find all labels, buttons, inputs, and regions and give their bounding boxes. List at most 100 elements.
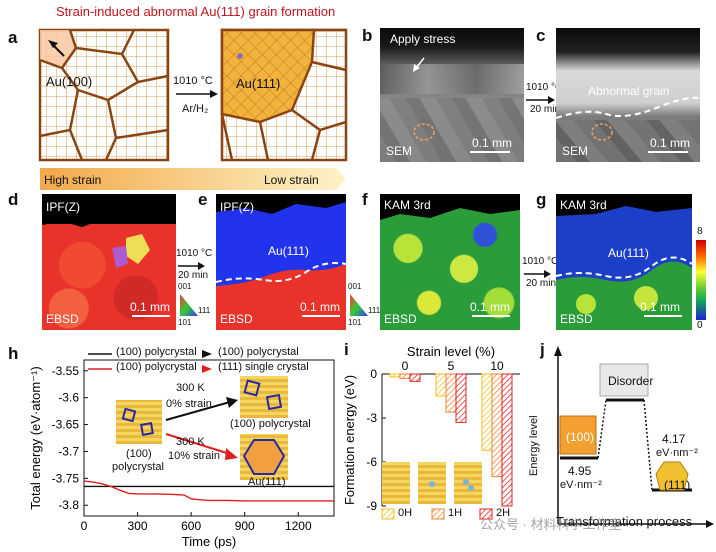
sim-result-single-crystal xyxy=(240,434,288,480)
ipf-triangle-key-f xyxy=(350,294,368,316)
au111-label-g: Au(111) xyxy=(608,246,649,260)
inset-2h xyxy=(454,462,482,504)
scale-label-d: 0.1 mm xyxy=(130,300,171,314)
j-ylabel: Energy level xyxy=(528,415,540,476)
au111-grain-e xyxy=(216,202,346,286)
inset-1h xyxy=(418,462,446,504)
sim-temp-top: 300 K xyxy=(176,382,205,394)
panel-label-e: e xyxy=(198,190,208,209)
bar-i-2H-0 xyxy=(409,373,421,382)
purple-grain-d xyxy=(112,246,128,268)
y-tick-label-h: -3.6 xyxy=(58,391,79,405)
ipf-key-001-d: 001 xyxy=(178,282,192,291)
inset-legend-2h: 2H xyxy=(496,507,511,519)
energy-111-unit: eV·nm⁻² xyxy=(656,447,698,459)
energy-111-value: 4.17 xyxy=(662,432,686,446)
panel-label-a: a xyxy=(8,28,18,47)
sim-strain-top: 0% strain xyxy=(166,398,212,410)
ebsd-image-d: IPF(Z) EBSD 0.1 mm xyxy=(42,194,176,330)
scale-label-f: 0.1 mm xyxy=(470,300,511,314)
legend-1-to: (100) polycrystal xyxy=(218,346,299,358)
bar-i-1H-5 xyxy=(445,373,457,413)
arrow-de xyxy=(178,262,205,270)
legend-2-from: (100) polycrystal xyxy=(116,361,197,373)
ipf-tag-d: IPF(Z) xyxy=(46,200,80,214)
ipf-key-111-d: 111 xyxy=(198,306,211,315)
arrow-time-bc: 20 min xyxy=(530,104,561,115)
ipf-key-001-f: 001 xyxy=(348,282,362,291)
arrow-temp-de: 1010 °C xyxy=(176,248,213,259)
legend-1-from: (100) polycrystal xyxy=(116,346,197,358)
legend-swatches xyxy=(88,350,212,373)
y-tick-label-h: -3.7 xyxy=(58,444,79,458)
arrow-time-fg: 20 min xyxy=(526,278,557,289)
j-xlabel: Transformation process xyxy=(556,514,693,529)
bar-i-2H-10 xyxy=(501,373,513,507)
marked-grain-b xyxy=(413,123,435,141)
colorbar-min: 0 xyxy=(697,320,703,331)
grain-boundary-c xyxy=(556,96,700,119)
cluster-100 xyxy=(559,415,597,455)
x-tick-label-h: 300 xyxy=(128,519,148,533)
arrow-temp-fg: 1010 °C xyxy=(522,256,559,267)
arrow-fg xyxy=(524,270,551,278)
x-axis-label-h: Time (ps) xyxy=(182,534,236,549)
kam-tag-g: KAM 3rd xyxy=(560,198,607,212)
bar-i-0H-10 xyxy=(481,373,493,451)
state-100-label: (100) xyxy=(566,430,595,444)
ebsd-tag-e: EBSD xyxy=(220,312,253,326)
arrow-bc xyxy=(526,96,555,104)
ebsd-tag-f: EBSD xyxy=(384,312,417,326)
energy-level-diagram xyxy=(554,346,714,528)
panel-label-g: g xyxy=(536,190,547,209)
energy-100-unit: eV·nm⁻² xyxy=(560,479,602,491)
sem-tag-b: SEM xyxy=(386,144,413,158)
kam-colorbar xyxy=(696,240,706,320)
low-strain-label: Low strain xyxy=(264,173,319,187)
panel-label-f: f xyxy=(362,190,368,209)
sim-left-caption-2: polycrystal xyxy=(112,461,164,473)
y-tick-label-h: -3.65 xyxy=(52,418,80,432)
inset-0h xyxy=(382,462,410,504)
sem-image-c: Abnormal grain SEM 0.1 mm xyxy=(556,28,700,162)
y-tick-label-h: -3.75 xyxy=(52,471,80,485)
anneal-gas: Ar/H₂ xyxy=(182,103,208,115)
plot-frame-h xyxy=(83,359,335,517)
ipf-key-101-d: 101 xyxy=(178,318,192,327)
ebsd-image-e: IPF(Z) Au(111) EBSD 0.1 mm xyxy=(216,194,346,330)
legend-2-to: (111) single crystal xyxy=(218,361,309,373)
x-tick-label-h: 600 xyxy=(181,519,201,533)
arrow-time-de: 20 min xyxy=(178,270,209,281)
grain-schematic-left xyxy=(38,28,170,162)
bar-i-0H-5 xyxy=(435,373,447,397)
au111-label-e: Au(111) xyxy=(268,244,309,258)
y-tick-label-i: -3 xyxy=(366,411,377,425)
y-tick-label-i: -6 xyxy=(366,455,377,469)
y-tick-label-i: 0 xyxy=(370,367,377,381)
y-tick-label-h: -3.8 xyxy=(58,498,79,512)
ipf-key-111-f: 111 xyxy=(368,306,381,315)
panel-label-c: c xyxy=(536,26,546,45)
yellow-grain-d xyxy=(126,234,150,264)
watermark: 公众号 · 材料科学工作室 xyxy=(480,517,622,532)
x-tick-label-i: 5 xyxy=(448,359,455,373)
grain-boundary-g xyxy=(556,256,692,279)
ipf-tag-e: IPF(Z) xyxy=(220,200,254,214)
sim-temp-bot: 300 K xyxy=(176,436,205,448)
energy-100-value: 4.95 xyxy=(568,464,592,478)
marked-grain-c xyxy=(591,123,613,141)
x-tick-label-i: 10 xyxy=(490,359,504,373)
arrow-temp-bc: 1010 °C xyxy=(526,82,563,93)
ipf-triangle-key-d xyxy=(180,294,198,316)
sem-tag-c: SEM xyxy=(562,144,589,158)
bar-i-2H-5 xyxy=(455,373,467,423)
scale-label-g: 0.1 mm xyxy=(640,300,681,314)
y-tick-label-h: -3.55 xyxy=(52,364,80,378)
figure-title: Strain-induced abnormal Au(111) grain fo… xyxy=(56,4,336,19)
panel-label-h: h xyxy=(8,344,19,363)
inset-legend-0h: 0H xyxy=(398,507,413,519)
x-tick-label-h: 900 xyxy=(235,519,255,533)
series-line-h-1 xyxy=(83,480,334,502)
kam-image-f: KAM 3rd EBSD 0.1 mm xyxy=(380,194,520,330)
